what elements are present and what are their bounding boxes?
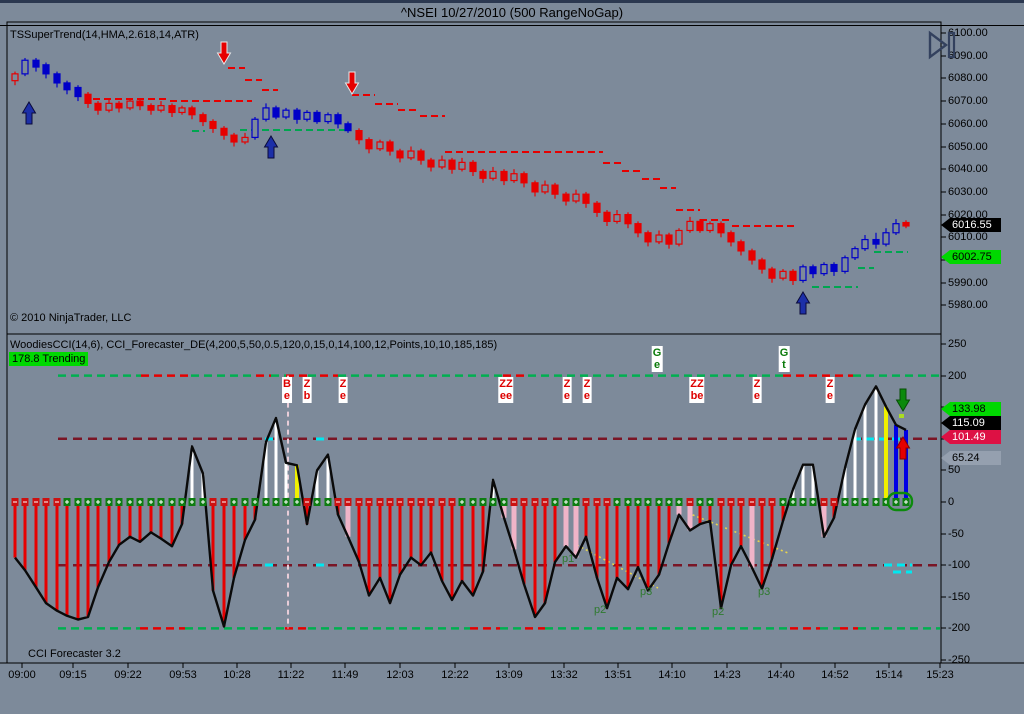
cci-signal-label: ZZ be xyxy=(689,377,705,403)
price-tag: 133.98 xyxy=(941,402,1001,416)
pivot-label: p3 xyxy=(640,586,653,598)
time-label: 12:03 xyxy=(386,669,414,681)
time-label: 09:15 xyxy=(59,669,87,681)
cci-grid-lines xyxy=(58,374,940,630)
axis-label: -250 xyxy=(948,654,971,666)
go-to-end-button[interactable] xyxy=(926,30,958,60)
time-label: 14:10 xyxy=(658,669,686,681)
price-tag: 65.24 xyxy=(941,451,1001,465)
axis-label: 50 xyxy=(948,464,961,476)
time-label: 13:51 xyxy=(604,669,632,681)
time-label: 11:22 xyxy=(277,669,305,681)
top-plot[interactable] xyxy=(7,22,941,334)
page-title: ^NSEI 10/27/2010 (500 RangeNoGap) xyxy=(400,5,624,20)
axis-label: 6080.00 xyxy=(948,72,988,84)
time-label: 10:28 xyxy=(223,669,251,681)
pivot-label: p3 xyxy=(758,586,771,598)
axis-label: 6050.00 xyxy=(948,141,988,153)
go-to-end-icon xyxy=(928,30,956,60)
axis-label: 6090.00 xyxy=(948,50,988,62)
down-arrow-icon xyxy=(344,71,360,95)
time-label: 14:23 xyxy=(713,669,741,681)
cci-signal-label: ZZ ee xyxy=(498,377,514,403)
axis-label: 5980.00 xyxy=(948,299,988,311)
time-label: 15:23 xyxy=(926,669,954,681)
trending-badge: 178.8 Trending xyxy=(9,352,89,366)
axis-label: 6070.00 xyxy=(948,95,988,107)
time-label: 15:14 xyxy=(875,669,903,681)
axis-label: 200 xyxy=(948,370,967,382)
price-tag: 6016.55 xyxy=(941,218,1001,232)
bottom-plot[interactable] xyxy=(7,334,941,663)
axis-label: 6030.00 xyxy=(948,186,988,198)
axis-label: 6010.00 xyxy=(948,231,988,243)
supertrend-indicator-label: TSSuperTrend(14,HMA,2.618,14,ATR) xyxy=(10,29,199,41)
signal-dot xyxy=(899,414,904,418)
time-label: 12:22 xyxy=(441,669,469,681)
axis-label: 6060.00 xyxy=(948,118,988,130)
time-label: 09:53 xyxy=(169,669,197,681)
up-arrow-icon xyxy=(895,436,911,460)
pivot-label: p2 xyxy=(594,604,607,616)
axis-label: 6100.00 xyxy=(948,27,988,39)
time-label: 13:32 xyxy=(550,669,578,681)
price-tag: 6002.75 xyxy=(941,250,1001,264)
version-label: CCI Forecaster 3.2 xyxy=(28,648,121,660)
price-tag: 101.49 xyxy=(941,430,1001,444)
axis-label: 250 xyxy=(948,338,967,350)
axis-label: -200 xyxy=(948,622,971,634)
time-label: 11:49 xyxy=(331,669,359,681)
supertrend-stops xyxy=(93,67,908,288)
down-arrow-icon xyxy=(895,388,911,412)
time-label: 09:22 xyxy=(114,669,142,681)
axis-label: -100 xyxy=(948,559,971,571)
down-arrow-icon xyxy=(216,41,232,65)
cci-bars xyxy=(13,386,908,627)
up-arrow-icon xyxy=(795,291,811,315)
zero-line-highlight-box xyxy=(886,491,914,512)
copyright-label: © 2010 NinjaTrader, LLC xyxy=(10,312,132,324)
axis-label: 5990.00 xyxy=(948,277,988,289)
pivot-label: p2 xyxy=(712,606,725,618)
price-tag: 115.09 xyxy=(941,416,1001,430)
cci-indicator-label: WoodiesCCI(14,6), CCI_Forecaster_DE(4,20… xyxy=(10,339,498,351)
time-label: 13:09 xyxy=(495,669,523,681)
axis-label: -150 xyxy=(948,591,971,603)
trend-arrows xyxy=(21,41,811,315)
axis-label: 0 xyxy=(948,496,955,508)
cci-line xyxy=(14,385,907,628)
zero-line-markers xyxy=(11,498,910,506)
pivot-label: p1 xyxy=(562,553,575,565)
time-label: 14:52 xyxy=(821,669,849,681)
time-label: 14:40 xyxy=(767,669,795,681)
time-label: 09:00 xyxy=(8,669,36,681)
axis-label: 6040.00 xyxy=(948,163,988,175)
candles-layer xyxy=(11,57,910,285)
axis-label: -50 xyxy=(948,528,964,540)
up-arrow-icon xyxy=(263,135,279,159)
title-bar: ^NSEI 10/27/2010 (500 RangeNoGap) xyxy=(0,0,1024,26)
up-arrow-icon xyxy=(21,101,37,125)
